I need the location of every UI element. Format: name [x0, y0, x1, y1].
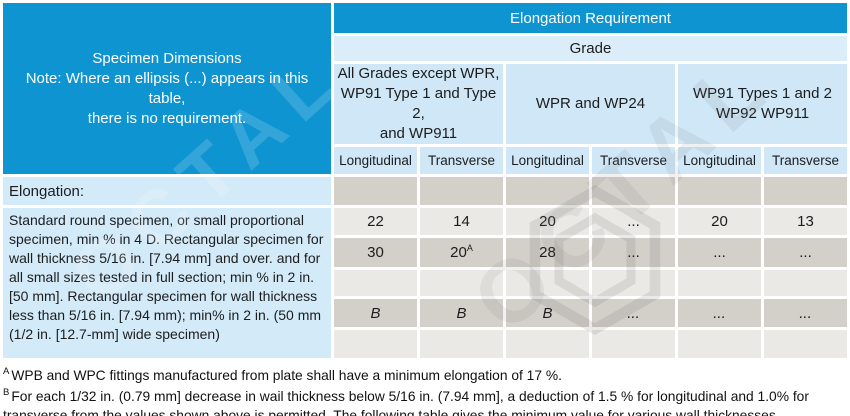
col-header-transverse-1: Transverse	[420, 147, 503, 174]
col-header-transverse-2: Transverse	[592, 147, 675, 174]
footnote-b-text: For each 1/32 in. (0.79 mm] decrease in …	[3, 388, 809, 416]
data-cell: 30	[334, 238, 417, 267]
data-cell-empty	[334, 270, 417, 296]
data-cell-empty	[592, 177, 675, 205]
data-cell-empty	[334, 177, 417, 205]
data-cell-empty	[678, 270, 761, 296]
specimen-description-cell: Standard round specimen, or small propor…	[3, 208, 331, 358]
data-cell: 20A	[420, 238, 503, 267]
data-cell: 13	[764, 208, 847, 235]
data-cell-empty	[420, 330, 503, 358]
footnote-b: B For each 1/32 in. (0.79 mm] decrease in…	[3, 387, 847, 416]
col-header-transverse-3: Transverse	[764, 147, 847, 174]
data-cell: ...	[592, 208, 675, 235]
specimen-dimensions-note: Note: Where an ellipsis (...) appears in…	[25, 69, 309, 127]
footnotes: A WPB and WPC fittings manufactured from …	[0, 361, 850, 416]
data-cell: 14	[420, 208, 503, 235]
data-cell: 28	[506, 238, 589, 267]
data-cell: ...	[592, 238, 675, 267]
col-header-longitudinal-2: Longitudinal	[506, 147, 589, 174]
data-cell-empty	[764, 330, 847, 358]
data-cell: B	[506, 299, 589, 327]
data-cell: ...	[592, 299, 675, 327]
data-cell-empty	[506, 330, 589, 358]
footnote-a: A WPB and WPC fittings manufactured from …	[3, 366, 847, 386]
data-cell: B	[420, 299, 503, 327]
specimen-dimensions-title: Specimen Dimensions	[92, 49, 242, 67]
data-cell-empty	[764, 177, 847, 205]
data-cell-empty	[420, 270, 503, 296]
grade-group-wp91-types: WP91 Types 1 and 2 WP92 WP911	[678, 64, 847, 144]
grade-group-all-grades-except: All Grades except WPR, WP91 Type 1 and T…	[334, 64, 503, 144]
footnote-b-marker: B	[3, 386, 10, 398]
data-cell-empty	[592, 330, 675, 358]
data-cell-empty	[506, 270, 589, 296]
data-cell: B	[334, 299, 417, 327]
data-cell: 20	[506, 208, 589, 235]
data-cell-empty	[592, 270, 675, 296]
data-cell: ...	[678, 299, 761, 327]
elongation-requirements-table: Specimen Dimensions Note: Where an ellip…	[3, 3, 847, 358]
data-cell-empty	[678, 330, 761, 358]
data-cell: ...	[764, 299, 847, 327]
data-cell-empty	[764, 270, 847, 296]
grade-header: Grade	[334, 36, 847, 61]
data-cell: ...	[678, 238, 761, 267]
grade-group-wpr-wp24: WPR and WP24	[506, 64, 675, 144]
footnote-a-marker: A	[3, 366, 10, 378]
elongation-row-label: Elongation:	[3, 177, 331, 205]
data-cell-empty	[678, 177, 761, 205]
data-cell-empty	[506, 177, 589, 205]
data-cell-empty	[334, 330, 417, 358]
data-cell: 22	[334, 208, 417, 235]
specimen-dimensions-header-cell: Specimen Dimensions Note: Where an ellip…	[3, 3, 331, 174]
col-header-longitudinal-1: Longitudinal	[334, 147, 417, 174]
data-cell-empty	[420, 177, 503, 205]
col-header-longitudinal-3: Longitudinal	[678, 147, 761, 174]
data-cell: ...	[764, 238, 847, 267]
footnote-a-text: WPB and WPC fittings manufactured from p…	[11, 368, 562, 383]
elongation-requirement-header: Elongation Requirement	[334, 3, 847, 33]
data-cell: 20	[678, 208, 761, 235]
